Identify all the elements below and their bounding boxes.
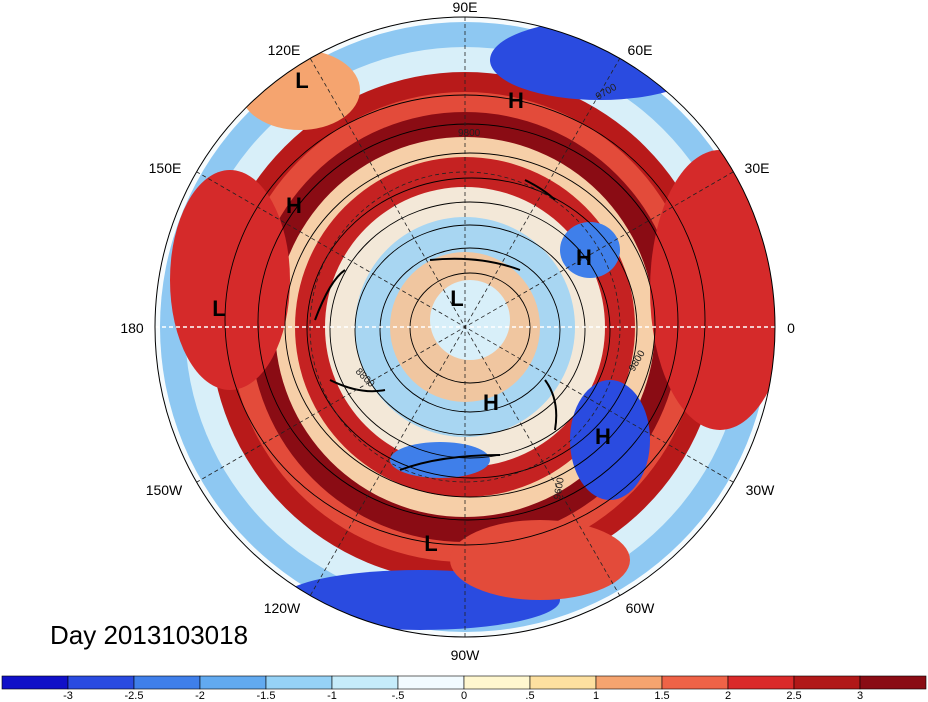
colorbar-tick-label: -3: [63, 690, 73, 702]
lon-label: 90W: [451, 647, 481, 663]
colorbar-swatch: [661, 675, 729, 690]
contour-label: 9800: [458, 128, 481, 139]
colorbar-swatch: [199, 675, 267, 690]
colorbar-tick-label: -1.5: [257, 690, 276, 702]
map-boundary: [154, 16, 776, 638]
colorbar-swatch: [793, 675, 861, 690]
colorbar-tick-label: -.5: [392, 690, 405, 702]
colorbar-swatch: [463, 675, 531, 690]
pressure-center: H: [595, 424, 611, 449]
colorbar-swatch: [1, 675, 69, 690]
contour-label: 9600: [552, 476, 567, 500]
colorbar-tick-label: 0: [461, 690, 467, 702]
lon-label: 60E: [628, 42, 653, 58]
lon-label: 30W: [746, 482, 776, 498]
colorbar-tick-label: 1.5: [654, 690, 669, 702]
lon-label: 150E: [149, 160, 182, 176]
colorbar-tick-label: -1: [327, 690, 337, 702]
jet-streaks: [314, 179, 558, 471]
pressure-center: L: [295, 68, 308, 93]
pressure-center: H: [286, 193, 302, 218]
pressure-centers: H H L H L L H H L: [212, 68, 611, 556]
pressure-center: H: [508, 88, 524, 113]
colorbar-tick-label: -2: [195, 690, 205, 702]
longitude-labels: 90E 60E 30E 0 30W 60W 90W 120W 150W 180 …: [120, 0, 795, 663]
date-caption: Day 2013103018: [50, 620, 249, 650]
colorbar-swatch: [397, 675, 465, 690]
lon-label: 60W: [626, 600, 656, 616]
colorbar-swatch: [133, 675, 201, 690]
colorbar-swatch: [859, 675, 927, 690]
colorbar-swatch: [595, 675, 663, 690]
pressure-center: H: [576, 245, 592, 270]
lon-label: 30E: [745, 160, 770, 176]
lon-label: 120W: [264, 600, 301, 616]
lon-label: 150W: [146, 482, 183, 498]
colorbar-tick-label: 1: [593, 690, 599, 702]
lon-label: 180: [120, 320, 144, 336]
pressure-center: L: [450, 286, 463, 311]
colorbar-tick-label: 2: [725, 690, 731, 702]
lon-label: 90E: [453, 0, 478, 15]
colorbar-tick-label: -2.5: [125, 690, 144, 702]
pressure-center: L: [212, 296, 225, 321]
colorbar-swatch: [67, 675, 135, 690]
colorbar: -3 -2.5 -2 -1.5 -1 -.5 0 .5 1 1.5 2 2.5 3: [1, 675, 927, 702]
lon-label: 120E: [268, 42, 301, 58]
colorbar-tick-label: 3: [857, 690, 863, 702]
colorbar-swatch: [331, 675, 399, 690]
colorbar-swatch: [727, 675, 795, 690]
colorbar-tick-label: 2.5: [786, 690, 801, 702]
lon-label: 0: [787, 320, 795, 336]
pressure-center: L: [424, 531, 437, 556]
pressure-center: H: [483, 390, 499, 415]
colorbar-tick-label: .5: [525, 690, 534, 702]
graticule: [155, 17, 775, 637]
colorbar-swatch: [265, 675, 333, 690]
colorbar-swatch: [529, 675, 597, 690]
